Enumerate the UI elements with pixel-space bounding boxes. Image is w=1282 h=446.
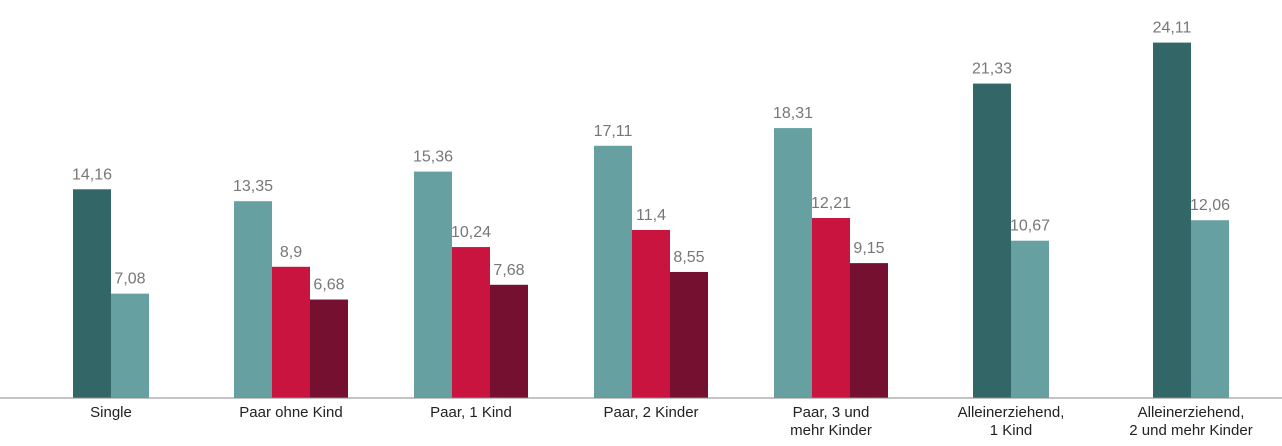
bar [1153, 42, 1191, 399]
value-label: 7,08 [114, 271, 145, 288]
value-label: 24,11 [1153, 20, 1192, 37]
bar [310, 299, 348, 398]
bar [1191, 220, 1229, 398]
x-tick-label: Paar, 1 Kind [430, 404, 512, 421]
x-tick-label: Paar, 3 und mehr Kinder [790, 404, 872, 439]
value-label: 9,15 [853, 240, 884, 257]
x-tick-label: Alleinerziehend, 2 und mehr Kinder [1129, 404, 1253, 439]
value-label: 15,36 [413, 149, 453, 166]
bar [111, 293, 149, 398]
bar [1011, 240, 1049, 398]
bar [850, 263, 888, 398]
value-label: 10,24 [451, 224, 491, 241]
value-label: 11,4 [636, 207, 666, 224]
bar [414, 171, 452, 398]
value-label: 18,31 [773, 105, 813, 122]
value-label: 8,9 [280, 244, 302, 261]
bar [812, 218, 850, 398]
value-label: 21,33 [972, 61, 1012, 78]
x-tick-label: Single [90, 404, 132, 421]
bar [973, 83, 1011, 398]
value-label: 10,67 [1010, 218, 1050, 235]
bar [594, 145, 632, 398]
value-label: 12,21 [811, 195, 851, 212]
value-label: 7,68 [493, 262, 524, 279]
x-tick-label: Alleinerziehend, 1 Kind [957, 404, 1065, 439]
bar [632, 229, 670, 398]
bar [774, 128, 812, 398]
bar [234, 201, 272, 398]
value-label: 6,68 [313, 277, 344, 294]
value-label: 13,35 [233, 178, 273, 195]
bar [452, 247, 490, 398]
bar [73, 189, 111, 398]
x-tick-label: Paar ohne Kind [239, 404, 343, 421]
value-label: 12,06 [1190, 197, 1230, 214]
bar [670, 271, 708, 398]
value-label: 14,16 [72, 166, 112, 183]
bar [490, 284, 528, 398]
bar [272, 266, 310, 398]
value-label: 8,55 [673, 249, 704, 266]
value-label: 17,11 [594, 123, 633, 140]
x-tick-label: Paar, 2 Kinder [603, 404, 699, 421]
